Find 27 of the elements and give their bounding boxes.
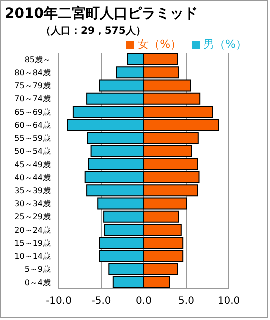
y-tick-label: 10～14歳: [14, 252, 51, 262]
y-tick-label: 20～24歳: [14, 226, 51, 235]
legend-label: 女（%）: [138, 38, 182, 51]
y-tick-label: 50～54歳: [14, 147, 51, 156]
y-tick-label: 60～64歳: [14, 120, 51, 130]
x-tick-label: 0.0: [136, 296, 152, 308]
x-tick-label: 10.0: [218, 296, 240, 308]
y-tick-label: 15～19歳: [14, 238, 51, 248]
chart-subtitle: （人口：29，575人）: [41, 24, 146, 38]
y-tick-label: 25～29歳: [14, 212, 51, 222]
y-tick-label: 80～84歳: [14, 68, 51, 78]
y-tick-label: 75～79歳: [14, 82, 51, 91]
x-tick-label: -5.0: [92, 296, 112, 308]
y-tick-label: 45～49歳: [14, 160, 51, 170]
y-tick-label: 0～4歳: [24, 278, 51, 288]
chart-title: 2010年二宮町人口ピラミッド: [5, 5, 198, 23]
y-tick-label: 70～74歳: [14, 94, 51, 104]
y-tick-label: 5～9歳: [24, 265, 51, 274]
y-tick-label: 65～69歳: [14, 108, 51, 117]
y-tick-label: 30～34歳: [14, 200, 51, 209]
x-tick-label: -10.0: [46, 296, 72, 308]
x-tick-label: 5.0: [178, 296, 194, 308]
y-tick-label: 35～39歳: [14, 186, 51, 196]
y-tick-label: 55～59歳: [14, 134, 51, 144]
y-tick-label: 85歳～: [24, 55, 51, 64]
legend-label: 男（%）: [204, 38, 247, 51]
y-tick-label: 40～44歳: [14, 173, 51, 182]
